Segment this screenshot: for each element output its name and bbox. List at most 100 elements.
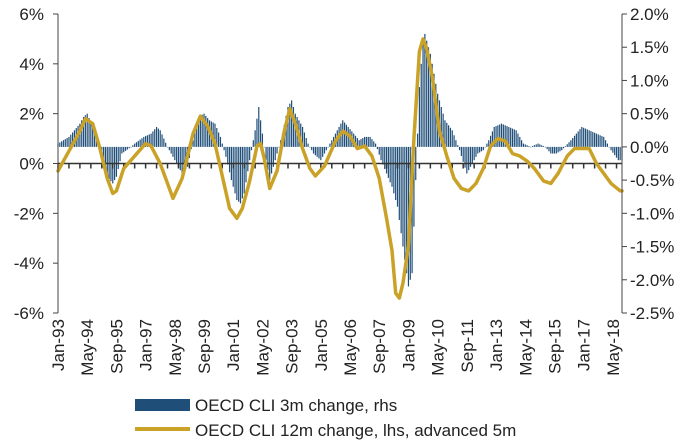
bar bbox=[312, 146, 315, 154]
bar bbox=[579, 129, 581, 147]
left-tick-label: -6% bbox=[14, 304, 44, 323]
bar bbox=[117, 146, 119, 170]
bar bbox=[464, 146, 466, 168]
bar bbox=[287, 107, 289, 147]
bar bbox=[382, 146, 384, 165]
bar bbox=[343, 122, 346, 147]
bar bbox=[360, 139, 362, 147]
bar bbox=[581, 126, 583, 147]
bar bbox=[152, 131, 154, 147]
bar bbox=[301, 126, 304, 147]
bar bbox=[239, 146, 242, 204]
bar bbox=[157, 128, 159, 147]
bar bbox=[557, 146, 559, 153]
bar bbox=[241, 146, 243, 199]
right-y-tick-labels: -2.5% -2.0% -1.5% -1.0% -0.5% 0.0% 0.5% 1.0% 1.5… bbox=[622, 5, 674, 323]
x-tick-label: Jan-09 bbox=[399, 319, 418, 371]
bar bbox=[130, 146, 132, 148]
bar bbox=[597, 134, 599, 147]
bar bbox=[402, 146, 404, 247]
bar bbox=[460, 146, 462, 157]
bar bbox=[418, 87, 420, 147]
bar bbox=[261, 133, 264, 147]
left-tick-label: 0% bbox=[19, 155, 44, 174]
bar bbox=[168, 146, 170, 151]
x-tick-label: Sep-95 bbox=[107, 319, 126, 374]
bar bbox=[411, 146, 413, 274]
legend-swatch-bars bbox=[135, 399, 190, 411]
bar bbox=[462, 146, 464, 162]
bar bbox=[72, 132, 74, 147]
bar bbox=[68, 136, 70, 147]
bar bbox=[278, 146, 280, 148]
bar bbox=[448, 125, 450, 147]
bar bbox=[553, 146, 556, 154]
x-tick-label: Sep-07 bbox=[370, 319, 389, 374]
bar bbox=[265, 146, 267, 161]
bar bbox=[572, 138, 574, 147]
bar bbox=[172, 146, 174, 157]
bar bbox=[393, 146, 395, 194]
right-tick-label: 0.5% bbox=[630, 105, 669, 124]
bar bbox=[548, 146, 550, 152]
bar bbox=[104, 146, 107, 170]
x-tick-label: Jan-01 bbox=[224, 319, 243, 371]
bar bbox=[528, 146, 530, 147]
bar bbox=[431, 63, 433, 147]
bar bbox=[119, 146, 121, 162]
bar bbox=[194, 132, 196, 147]
bar bbox=[385, 146, 388, 174]
bar bbox=[103, 146, 105, 162]
bar bbox=[541, 145, 543, 147]
bar bbox=[61, 141, 63, 147]
bar bbox=[601, 136, 603, 147]
bar bbox=[181, 146, 183, 174]
bar bbox=[155, 126, 158, 147]
bar bbox=[395, 146, 397, 201]
bar bbox=[256, 118, 258, 147]
x-tick-label: Sep-11 bbox=[458, 319, 477, 373]
bar bbox=[424, 33, 426, 147]
bar bbox=[292, 107, 295, 147]
bar bbox=[444, 120, 446, 147]
bar bbox=[64, 139, 66, 147]
x-tick-label: Sep-99 bbox=[195, 319, 214, 374]
bar bbox=[263, 146, 265, 148]
right-tick-label: -2.5% bbox=[630, 304, 674, 323]
bar bbox=[583, 127, 585, 147]
bar bbox=[216, 128, 218, 147]
bar bbox=[524, 144, 526, 147]
bar bbox=[427, 47, 430, 147]
legend: OECD CLI 3m change, rhs OECD CLI 12m cha… bbox=[135, 396, 516, 440]
bar bbox=[207, 118, 209, 147]
bar bbox=[457, 145, 459, 147]
bar bbox=[604, 140, 607, 147]
right-tick-label: 2.0% bbox=[630, 5, 669, 24]
bar bbox=[413, 146, 415, 227]
bar bbox=[510, 127, 512, 147]
bar bbox=[170, 146, 172, 154]
bar bbox=[533, 145, 535, 147]
bar bbox=[500, 123, 503, 147]
bar bbox=[143, 136, 145, 147]
bar bbox=[586, 129, 588, 147]
right-tick-label: 1.5% bbox=[630, 38, 669, 57]
bar bbox=[318, 146, 320, 159]
bar bbox=[451, 130, 453, 147]
bar bbox=[614, 146, 616, 156]
bar bbox=[221, 143, 223, 147]
bar bbox=[455, 140, 457, 147]
x-tick-label: Jan-13 bbox=[487, 319, 506, 371]
bar bbox=[376, 146, 379, 150]
x-tick-label: May-94 bbox=[78, 319, 97, 376]
bar bbox=[84, 115, 86, 147]
bar bbox=[247, 146, 249, 172]
x-tick-label: May-18 bbox=[604, 319, 623, 376]
bar bbox=[493, 126, 495, 147]
bar bbox=[542, 146, 545, 147]
bar bbox=[307, 143, 309, 147]
bar bbox=[511, 128, 514, 147]
bar bbox=[488, 140, 490, 147]
bar bbox=[562, 146, 565, 149]
